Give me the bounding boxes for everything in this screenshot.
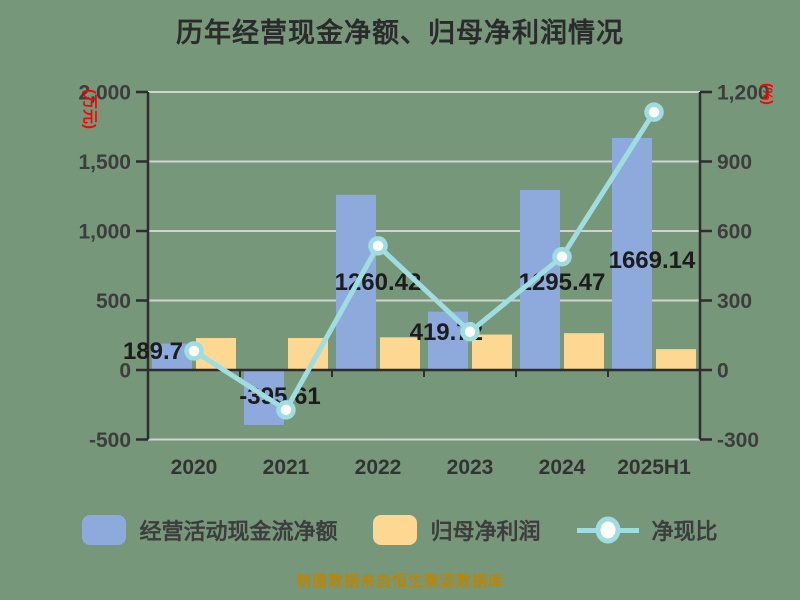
x-axis-label-2021: 2021 [263, 456, 310, 479]
bar-net-profit-2024 [564, 333, 604, 370]
legend-label-operating-cashflow: 经营活动现金流净额 [139, 519, 338, 544]
cash-ratio-marker-2025H1 [644, 102, 664, 122]
x-axis-label-2024: 2024 [539, 456, 586, 479]
right-axis-tick-label: 0 [717, 360, 729, 383]
cash-ratio-marker-2022 [368, 236, 388, 256]
bar-operating-cashflow-2024 [520, 189, 560, 370]
left-axis-tick-label: 2,000 [78, 82, 131, 105]
right-axis-tick-label: 1,200 [717, 82, 770, 105]
cash-ratio-marker-2021 [276, 400, 296, 420]
x-axis-label-2020: 2020 [171, 456, 218, 479]
right-axis-tick-label: 300 [717, 290, 752, 313]
legend: 经营活动现金流净额 归母净利润 净现比 [0, 514, 800, 546]
cash-ratio-marker-2020 [184, 341, 204, 361]
left-axis-tick-label: -500 [89, 429, 131, 452]
cash-ratio-line [191, 109, 657, 413]
legend-item-cash-ratio: 净现比 [576, 514, 718, 546]
legend-label-cash-ratio: 净现比 [651, 519, 718, 544]
bar-value-label-2025H1: 1669.14 [609, 247, 696, 274]
right-axis-unit-label: (%) [760, 83, 776, 105]
left-axis-tick-label: 1,500 [78, 151, 131, 174]
right-axis-tick-label: -300 [717, 429, 759, 452]
left-axis-tick-label: 500 [96, 290, 131, 313]
legend-swatch-yellow [373, 515, 418, 545]
x-axis-label-2025H1: 2025H1 [617, 456, 691, 479]
left-axis-unit-label: (万元) [81, 89, 98, 129]
left-axis-tick-label: 0 [119, 360, 131, 383]
bar-operating-cashflow-2025H1 [612, 137, 652, 370]
left-axis-tick-label: 1,000 [78, 221, 131, 244]
x-axis-label-2022: 2022 [355, 456, 402, 479]
bar-net-profit-2023 [472, 334, 512, 370]
x-axis-label-2023: 2023 [447, 456, 494, 479]
cash-ratio-marker-2023 [460, 322, 480, 342]
legend-item-operating-cashflow: 经营活动现金流净额 [82, 514, 337, 546]
bar-value-label-2020: 189.7 [123, 338, 183, 365]
right-axis-tick-label: 600 [717, 221, 752, 244]
bar-net-profit-2025H1 [656, 349, 696, 370]
chart-title: 历年经营现金净额、归母净利润情况 [176, 18, 624, 48]
legend-swatch-blue [82, 515, 127, 545]
legend-label-net-profit: 归母净利润 [430, 519, 541, 544]
bar-net-profit-2022 [380, 337, 420, 370]
legend-line-marker-icon [576, 514, 639, 546]
data-source-footer: 制图数据来自恒生聚源数据库 [295, 573, 504, 590]
right-axis-tick-label: 900 [717, 151, 752, 174]
legend-item-net-profit: 归母净利润 [373, 514, 541, 546]
cash-ratio-marker-2024 [552, 246, 572, 267]
